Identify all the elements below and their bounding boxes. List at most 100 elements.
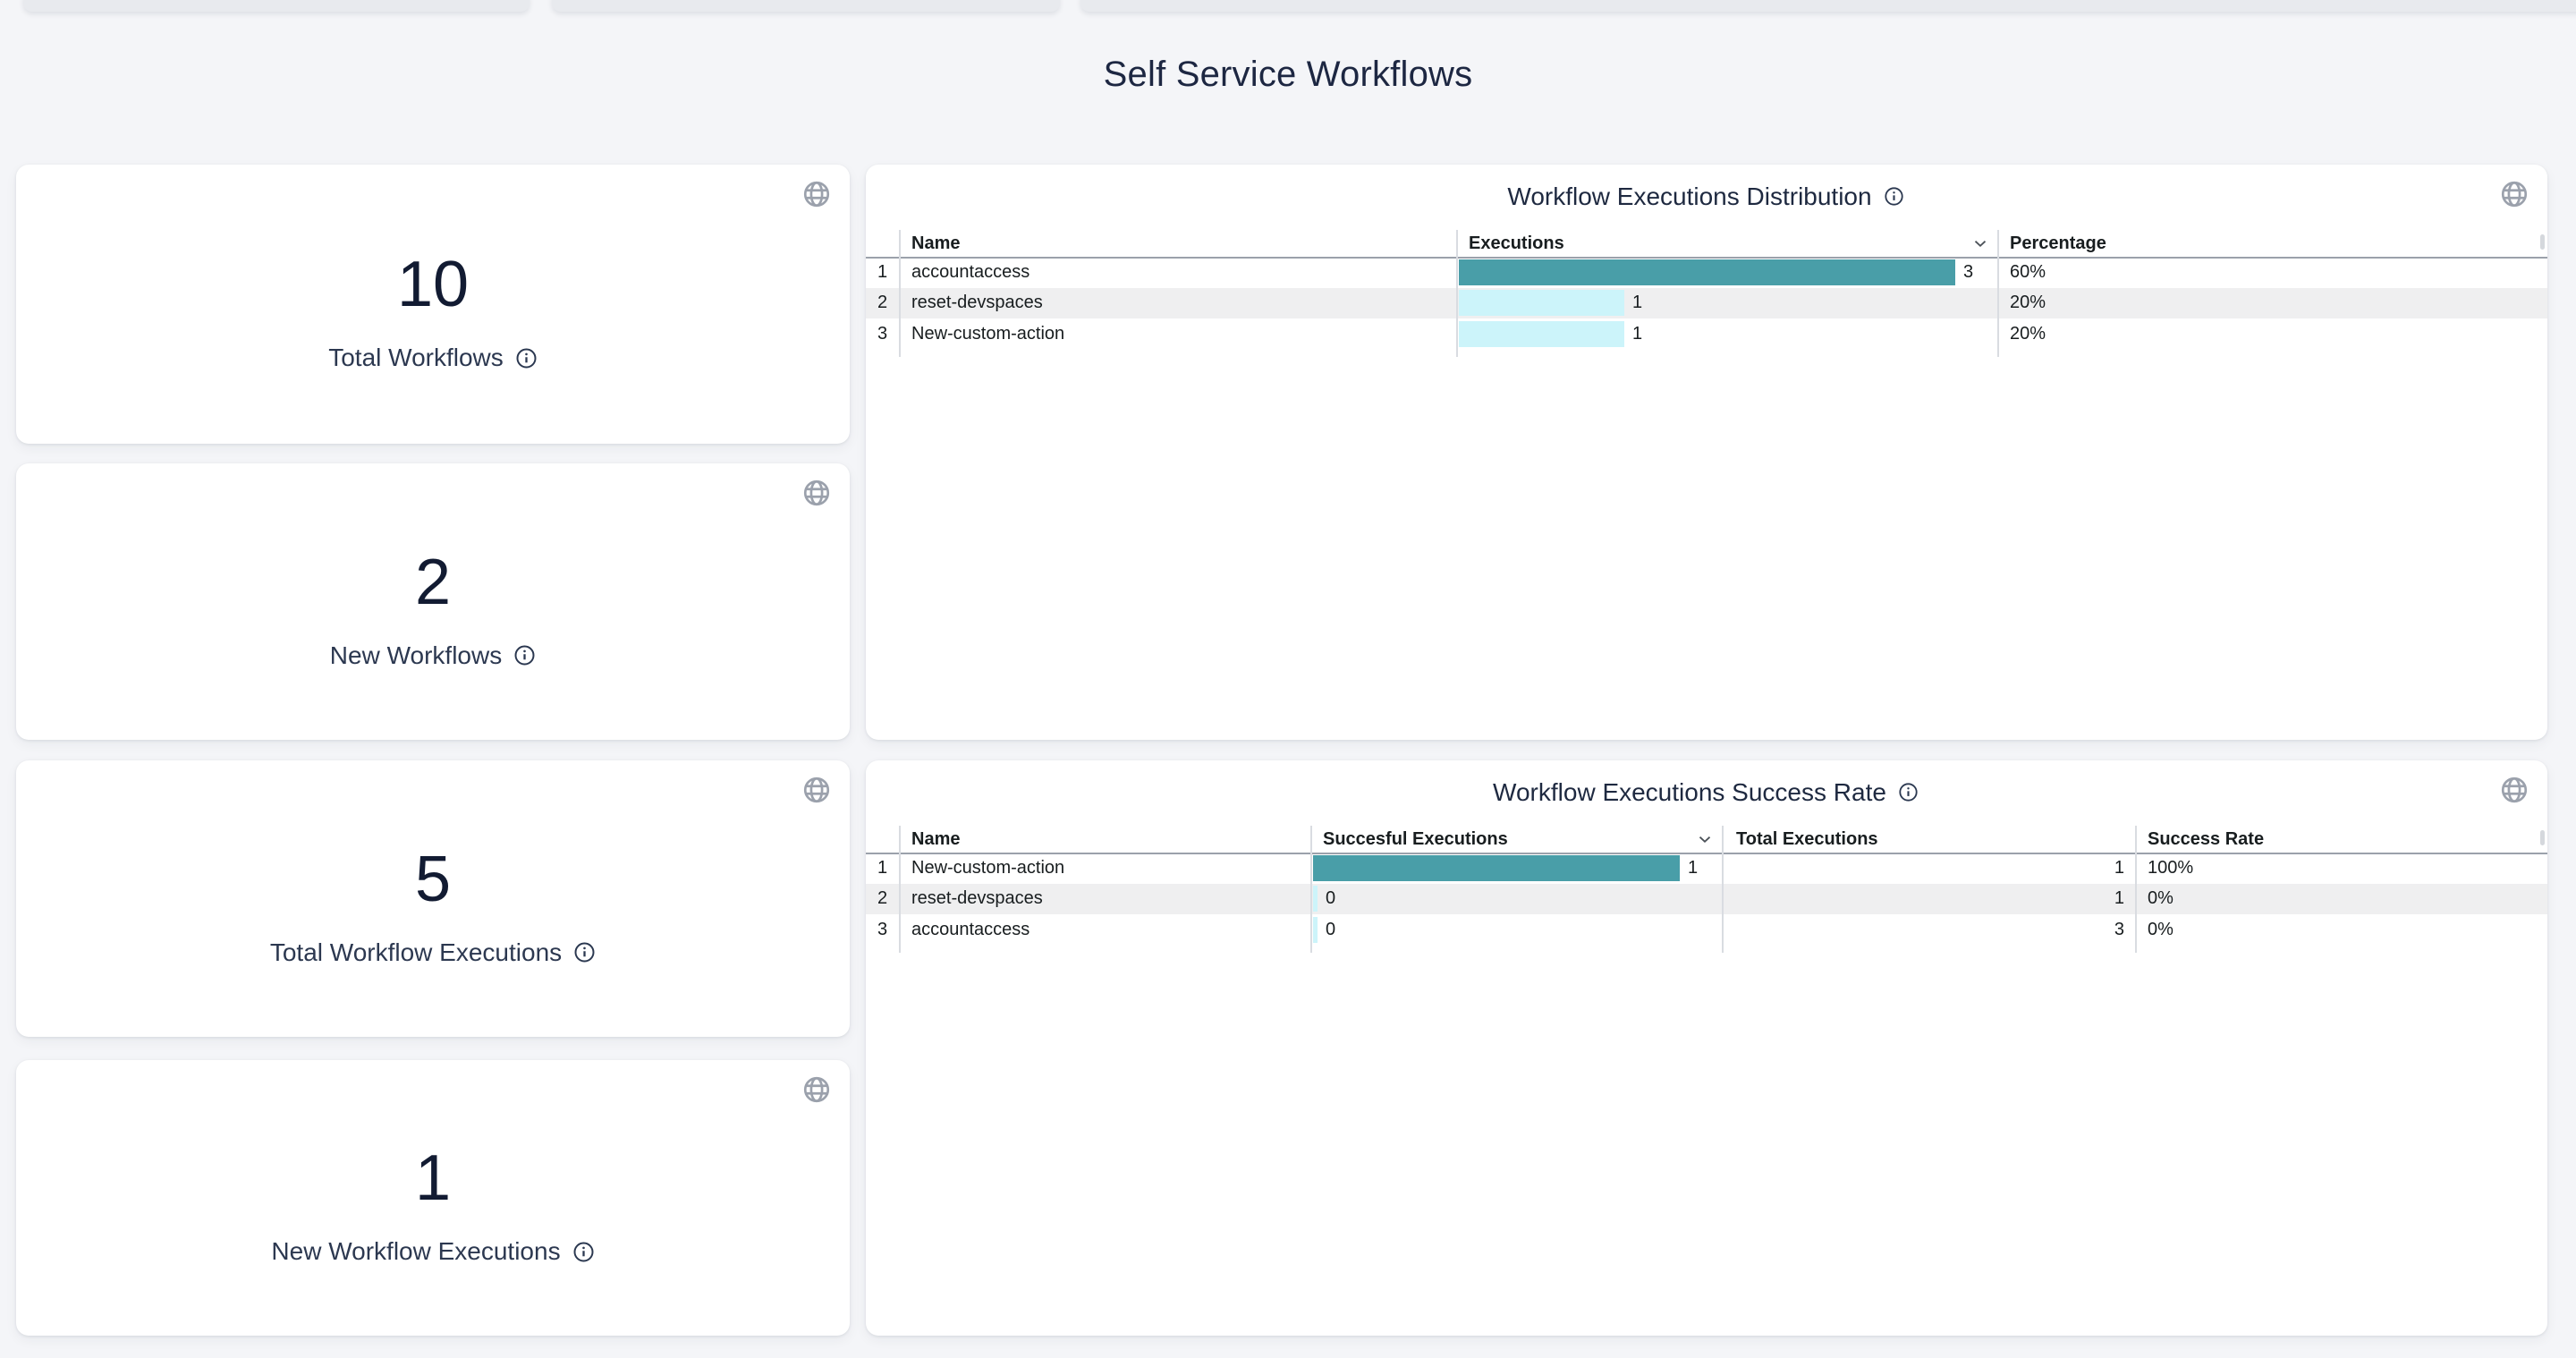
- row-index-cell: 1: [877, 261, 888, 282]
- stat-value: 10: [396, 249, 470, 320]
- bar-value-label: 1: [1632, 323, 1643, 344]
- column-header-label: Name: [911, 828, 961, 849]
- globe-icon[interactable]: [801, 179, 832, 209]
- value-bar: [1459, 259, 1955, 285]
- cutoff-widget-top-3: [1080, 0, 2576, 12]
- info-icon[interactable]: [573, 941, 596, 963]
- table-card: Workflow Executions Success Rate Name Suc…: [866, 760, 2547, 1336]
- table-cell: 3: [2114, 919, 2124, 939]
- globe-icon[interactable]: [801, 478, 832, 508]
- bar-value-label: 0: [1326, 888, 1336, 909]
- info-icon[interactable]: [1898, 782, 1920, 804]
- column-header-label: Success Rate: [2148, 828, 2265, 849]
- table-title: Workflow Executions Distribution: [1507, 182, 1872, 210]
- stat-value: 1: [414, 1142, 452, 1214]
- chevron-down-icon[interactable]: [1695, 829, 1715, 849]
- stat-label: Total Workflow Executions: [269, 938, 563, 966]
- column-separator: [1997, 230, 1999, 357]
- table-title: Workflow Executions Success Rate: [1493, 778, 1886, 806]
- value-bar: [1459, 290, 1624, 317]
- value-bar: [1313, 854, 1680, 881]
- column-separator: [2135, 826, 2137, 953]
- table-cell: 0%: [2148, 919, 2174, 939]
- stat-label: New Workflows: [329, 641, 503, 669]
- table-row[interactable]: 3 New-custom-action 1 20%: [866, 318, 2547, 350]
- stat-card: 1 New Workflow Executions: [16, 1060, 850, 1336]
- row-index-cell: 2: [877, 293, 888, 313]
- header-divider: [866, 257, 2547, 259]
- column-separator: [1456, 230, 1458, 357]
- value-bar: [1313, 916, 1318, 943]
- table-row[interactable]: 3 accountaccess 0 3 0%: [866, 914, 2547, 946]
- table-cell: 20%: [2010, 323, 2046, 344]
- globe-icon[interactable]: [801, 775, 832, 805]
- cutoff-widget-top-2: [552, 0, 1060, 12]
- vertical-scrollbar-thumb[interactable]: [2540, 830, 2545, 845]
- chevron-down-icon[interactable]: [1970, 233, 1990, 253]
- row-index-cell: 1: [877, 857, 888, 878]
- column-header-label: Executions: [1469, 233, 1564, 253]
- column-header-name[interactable]: Name: [899, 233, 1456, 254]
- table-cell: 1: [2114, 857, 2124, 878]
- stat-card-content: 5 Total Workflow Executions: [16, 760, 850, 1037]
- stat-card-content: 1 New Workflow Executions: [16, 1060, 850, 1336]
- column-separator: [899, 230, 901, 357]
- header-divider: [866, 853, 2547, 854]
- stat-card: 5 Total Workflow Executions: [16, 760, 850, 1037]
- stat-card: 2 New Workflows: [16, 463, 850, 740]
- cutoff-widget-top-1: [23, 0, 530, 12]
- column-header-percentage[interactable]: Percentage: [1997, 233, 2547, 254]
- value-bar: [1459, 320, 1624, 347]
- column-header-executions[interactable]: Executions: [1456, 233, 1997, 254]
- table-cell: 100%: [2148, 857, 2194, 878]
- page-title: Self Service Workflows: [1103, 54, 1473, 94]
- bar-cell: 1: [1310, 853, 1722, 884]
- table-cell: accountaccess: [911, 919, 1030, 939]
- info-icon[interactable]: [513, 644, 536, 666]
- column-header-name[interactable]: Name: [899, 829, 1310, 850]
- column-header-total-executions[interactable]: Total Executions: [1722, 829, 2135, 850]
- globe-icon[interactable]: [2499, 179, 2529, 209]
- column-header-label: Percentage: [2010, 233, 2106, 253]
- table-cell: 1: [2114, 888, 2124, 909]
- column-header-label: Name: [911, 233, 961, 253]
- bar-value-label: 3: [1963, 261, 1974, 282]
- stat-label-row: New Workflow Executions: [271, 1237, 594, 1266]
- table-cell: reset-devspaces: [911, 293, 1043, 313]
- info-icon[interactable]: [1884, 186, 1906, 208]
- data-grid: Name Succesful Executions Total Execution…: [866, 826, 2547, 953]
- row-index-cell: 3: [877, 919, 888, 939]
- column-header-label: Succesful Executions: [1323, 828, 1508, 849]
- table-cell: reset-devspaces: [911, 888, 1043, 909]
- column-separator: [1722, 826, 1724, 953]
- info-icon[interactable]: [572, 1241, 595, 1263]
- stat-value: 5: [414, 843, 452, 915]
- table-row[interactable]: 2 reset-devspaces 1 20%: [866, 287, 2547, 318]
- globe-icon[interactable]: [801, 1074, 832, 1105]
- stat-card: 10 Total Workflows: [16, 165, 850, 444]
- table-row[interactable]: 1 accountaccess 3 60%: [866, 257, 2547, 288]
- stat-value: 2: [414, 546, 452, 618]
- grid-header-row: Name Executions Percentage: [866, 230, 2547, 257]
- vertical-scrollbar-thumb[interactable]: [2540, 234, 2545, 250]
- table-row[interactable]: 1 New-custom-action 1 1 100%: [866, 853, 2547, 884]
- table-row[interactable]: 2 reset-devspaces 0 1 0%: [866, 883, 2547, 914]
- column-header-succesful-executions[interactable]: Succesful Executions: [1310, 829, 1722, 850]
- table-cell: New-custom-action: [911, 857, 1065, 878]
- bar-cell: 3: [1456, 257, 1997, 288]
- table-cell: accountaccess: [911, 261, 1030, 282]
- column-header-label: Total Executions: [1736, 828, 1878, 849]
- stat-label-row: Total Workflow Executions: [270, 938, 596, 967]
- column-separator: [1310, 826, 1312, 953]
- column-header-success-rate[interactable]: Success Rate: [2135, 829, 2547, 850]
- grid-header-row: Name Succesful Executions Total Execution…: [866, 826, 2547, 853]
- table-card: Workflow Executions Distribution Name Exe…: [866, 165, 2547, 740]
- info-icon[interactable]: [515, 347, 538, 369]
- globe-icon[interactable]: [2499, 775, 2529, 805]
- table-title-row: Workflow Executions Success Rate: [866, 776, 2547, 810]
- stat-label: Total Workflows: [328, 344, 504, 371]
- bar-cell: 1: [1456, 318, 1997, 350]
- bar-value-label: 1: [1688, 857, 1699, 878]
- stat-label-row: New Workflows: [330, 641, 536, 670]
- table-title-row: Workflow Executions Distribution: [866, 180, 2547, 214]
